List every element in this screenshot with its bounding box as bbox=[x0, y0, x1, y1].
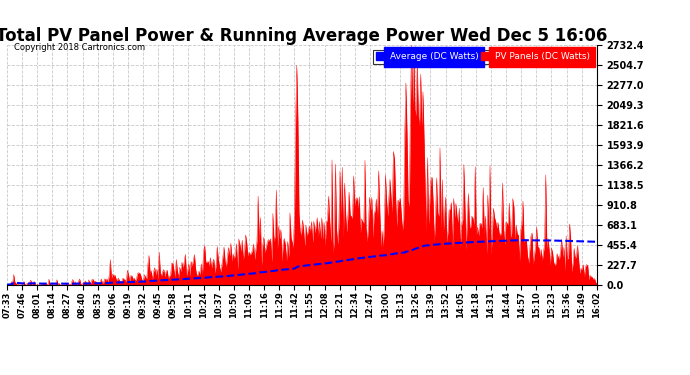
Text: Copyright 2018 Cartronics.com: Copyright 2018 Cartronics.com bbox=[14, 43, 145, 52]
Legend: Average (DC Watts), PV Panels (DC Watts): Average (DC Watts), PV Panels (DC Watts) bbox=[373, 50, 592, 64]
Title: Total PV Panel Power & Running Average Power Wed Dec 5 16:06: Total PV Panel Power & Running Average P… bbox=[0, 27, 608, 45]
